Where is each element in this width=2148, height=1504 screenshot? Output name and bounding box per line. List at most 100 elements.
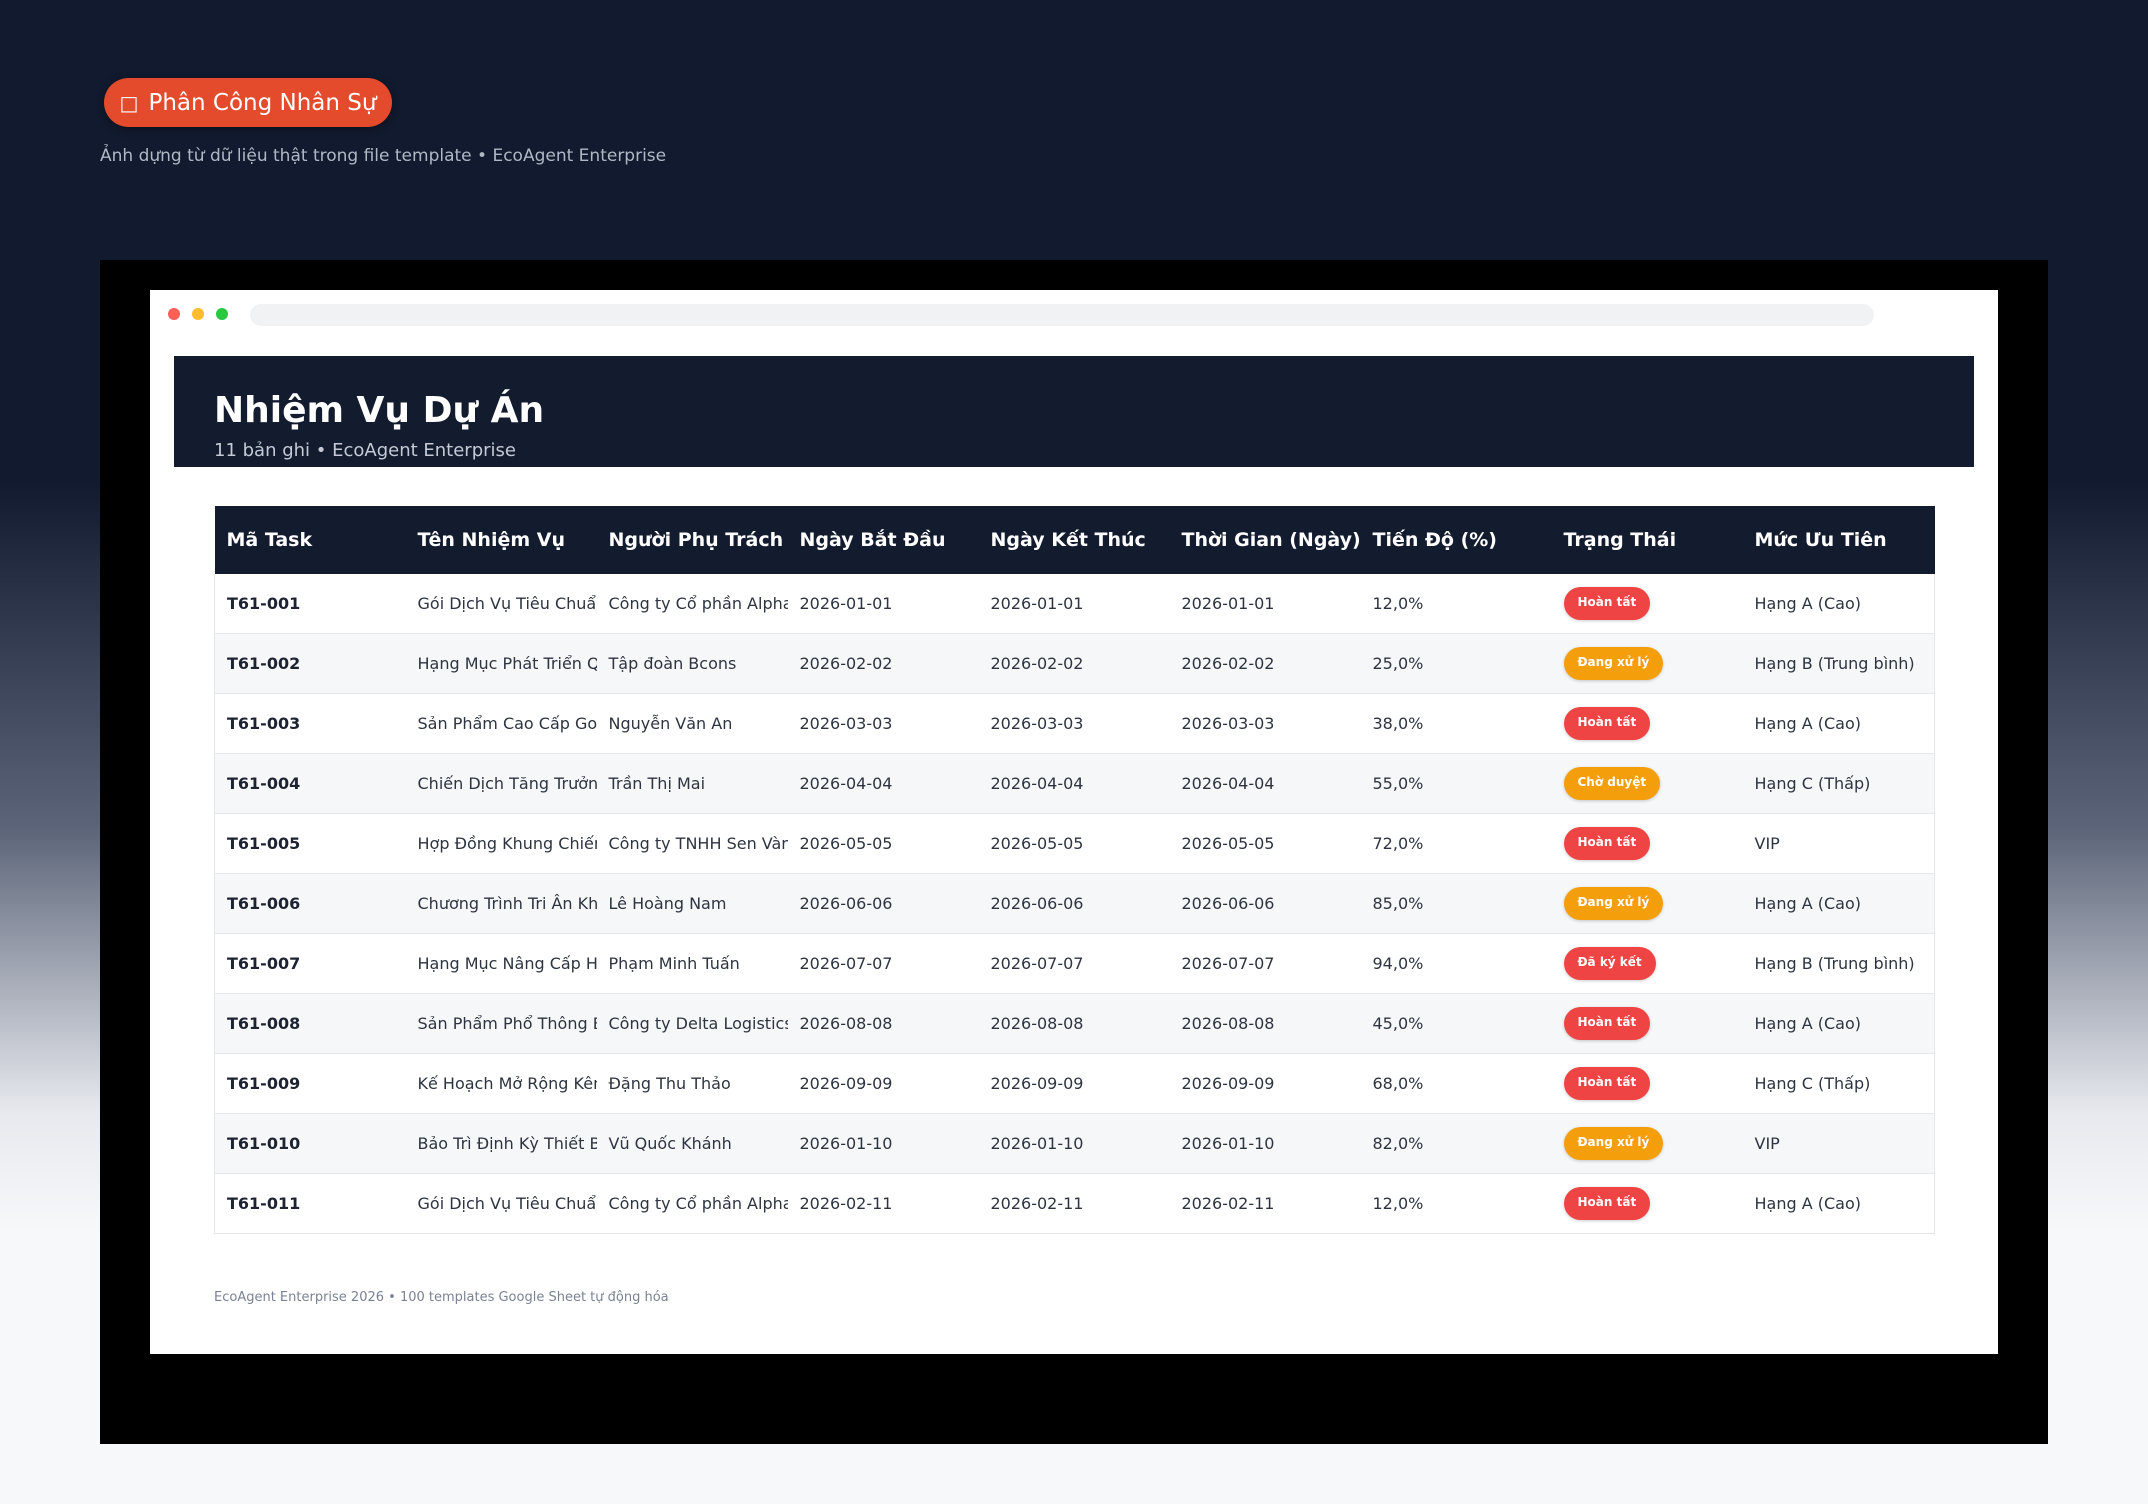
start-date-cell: 2026-07-07 xyxy=(787,933,979,994)
start-date-cell: 2026-02-11 xyxy=(787,1173,979,1234)
table-row[interactable]: T61-003 Sản Phẩm Cao Cấp Gold Nguyễn Văn A… xyxy=(214,693,1935,754)
duration-cell: 2026-05-05 xyxy=(1169,813,1361,874)
start-date-cell: 2026-04-04 xyxy=(787,753,979,814)
end-date-cell: 2026-01-10 xyxy=(978,1113,1170,1174)
owner-cell: Công ty TNHH Sen Vàng xyxy=(596,813,788,874)
status-cell: Hoàn tất xyxy=(1551,574,1743,634)
column-header[interactable]: Tiến Độ (%) xyxy=(1360,506,1552,574)
task-name-cell: Chiến Dịch Tăng Trưởng T xyxy=(405,753,597,814)
end-date-cell: 2026-06-06 xyxy=(978,873,1170,934)
progress-cell: 12,0% xyxy=(1360,574,1552,634)
duration-cell: 2026-04-04 xyxy=(1169,753,1361,814)
owner-cell: Công ty Cổ phần Alpha xyxy=(596,574,788,634)
owner-cell: Lê Hoàng Nam xyxy=(596,873,788,934)
status-cell: Đang xử lý xyxy=(1551,873,1743,934)
column-header[interactable]: Mức Ưu Tiên xyxy=(1742,506,1935,574)
status-badge: Chờ duyệt xyxy=(1563,767,1661,800)
column-header[interactable]: Ngày Bắt Đầu xyxy=(787,506,979,574)
owner-cell: Vũ Quốc Khánh xyxy=(596,1113,788,1174)
progress-cell: 82,0% xyxy=(1360,1113,1552,1174)
task-id-cell: T61-011 xyxy=(214,1173,406,1234)
category-pill: □ Phân Công Nhân Sự xyxy=(104,78,392,127)
close-window-dot[interactable] xyxy=(168,308,180,320)
task-id-cell: T61-003 xyxy=(214,693,406,754)
maximize-window-dot[interactable] xyxy=(216,308,228,320)
progress-cell: 94,0% xyxy=(1360,933,1552,994)
page-subtitle: 11 bản ghi • EcoAgent Enterprise xyxy=(214,440,516,461)
progress-cell: 55,0% xyxy=(1360,753,1552,814)
table-row[interactable]: T61-010 Bảo Trì Định Kỳ Thiết Bị Vũ Quốc K… xyxy=(214,1113,1935,1174)
priority-cell: Hạng B (Trung bình) xyxy=(1742,633,1935,694)
priority-cell: Hạng A (Cao) xyxy=(1742,993,1935,1054)
status-cell: Hoàn tất xyxy=(1551,1173,1743,1234)
progress-cell: 72,0% xyxy=(1360,813,1552,874)
priority-cell: Hạng A (Cao) xyxy=(1742,1173,1935,1234)
end-date-cell: 2026-07-07 xyxy=(978,933,1170,994)
owner-cell: Công ty Delta Logistics xyxy=(596,993,788,1054)
status-badge: Đã ký kết xyxy=(1563,947,1656,980)
task-id-cell: T61-009 xyxy=(214,1053,406,1114)
column-header[interactable]: Tên Nhiệm Vụ xyxy=(405,506,597,574)
owner-cell: Nguyễn Văn An xyxy=(596,693,788,754)
priority-cell: Hạng A (Cao) xyxy=(1742,873,1935,934)
column-header[interactable]: Trạng Thái xyxy=(1551,506,1743,574)
end-date-cell: 2026-08-08 xyxy=(978,993,1170,1054)
browser-window: Nhiệm Vụ Dự Án 11 bản ghi • EcoAgent Ent… xyxy=(150,290,1998,1354)
column-header[interactable]: Ngày Kết Thúc xyxy=(978,506,1170,574)
duration-cell: 2026-02-02 xyxy=(1169,633,1361,694)
table-row[interactable]: T61-002 Hạng Mục Phát Triển Q3 Tập đoàn Bc… xyxy=(214,633,1935,694)
task-name-cell: Sản Phẩm Phổ Thông Bán Chạy xyxy=(405,993,597,1054)
duration-cell: 2026-01-10 xyxy=(1169,1113,1361,1174)
end-date-cell: 2026-04-04 xyxy=(978,753,1170,814)
start-date-cell: 2026-01-01 xyxy=(787,574,979,634)
end-date-cell: 2026-03-03 xyxy=(978,693,1170,754)
owner-cell: Đặng Thu Thảo xyxy=(596,1053,788,1114)
task-id-cell: T61-001 xyxy=(214,574,406,634)
owner-cell: Phạm Minh Tuấn xyxy=(596,933,788,994)
table-body: T61-001 Gói Dịch Vụ Tiêu Chuẩn Công ty Cổ … xyxy=(214,574,1935,1234)
priority-cell: Hạng A (Cao) xyxy=(1742,693,1935,754)
end-date-cell: 2026-05-05 xyxy=(978,813,1170,874)
task-id-cell: T61-005 xyxy=(214,813,406,874)
column-header[interactable]: Thời Gian (Ngày) xyxy=(1169,506,1361,574)
task-name-cell: Gói Dịch Vụ Tiêu Chuẩn xyxy=(405,1173,597,1234)
owner-cell: Công ty Cổ phần Alpha xyxy=(596,1173,788,1234)
start-date-cell: 2026-03-03 xyxy=(787,693,979,754)
duration-cell: 2026-09-09 xyxy=(1169,1053,1361,1114)
subcaption: Ảnh dựng từ dữ liệu thật trong file temp… xyxy=(100,146,667,166)
start-date-cell: 2026-05-05 xyxy=(787,813,979,874)
task-name-cell: Bảo Trì Định Kỳ Thiết Bị xyxy=(405,1113,597,1174)
status-badge: Đang xử lý xyxy=(1563,647,1664,680)
table-header-row: Mã Task Tên Nhiệm Vụ Người Phụ Trách Ngày B… xyxy=(214,506,1935,574)
address-bar[interactable] xyxy=(250,304,1874,326)
task-id-cell: T61-007 xyxy=(214,933,406,994)
status-badge: Đang xử lý xyxy=(1563,1127,1664,1160)
status-cell: Đang xử lý xyxy=(1551,633,1743,694)
start-date-cell: 2026-09-09 xyxy=(787,1053,979,1114)
task-name-cell: Chương Trình Tri Ân Khác xyxy=(405,873,597,934)
progress-cell: 45,0% xyxy=(1360,993,1552,1054)
table-row[interactable]: T61-011 Gói Dịch Vụ Tiêu Chuẩn Công ty Cổ … xyxy=(214,1173,1935,1234)
status-badge: Hoàn tất xyxy=(1563,1187,1651,1220)
table-row[interactable]: T61-001 Gói Dịch Vụ Tiêu Chuẩn Công ty Cổ … xyxy=(214,574,1935,634)
priority-cell: Hạng C (Thấp) xyxy=(1742,753,1935,814)
owner-cell: Trần Thị Mai xyxy=(596,753,788,814)
start-date-cell: 2026-02-02 xyxy=(787,633,979,694)
status-cell: Hoàn tất xyxy=(1551,693,1743,754)
duration-cell: 2026-06-06 xyxy=(1169,873,1361,934)
task-id-cell: T61-006 xyxy=(214,873,406,934)
status-badge: Đang xử lý xyxy=(1563,887,1664,920)
minimize-window-dot[interactable] xyxy=(192,308,204,320)
progress-cell: 12,0% xyxy=(1360,1173,1552,1234)
column-header[interactable]: Mã Task xyxy=(214,506,406,574)
status-cell: Hoàn tất xyxy=(1551,813,1743,874)
task-id-cell: T61-004 xyxy=(214,753,406,814)
task-id-cell: T61-002 xyxy=(214,633,406,694)
column-header[interactable]: Người Phụ Trách xyxy=(596,506,788,574)
